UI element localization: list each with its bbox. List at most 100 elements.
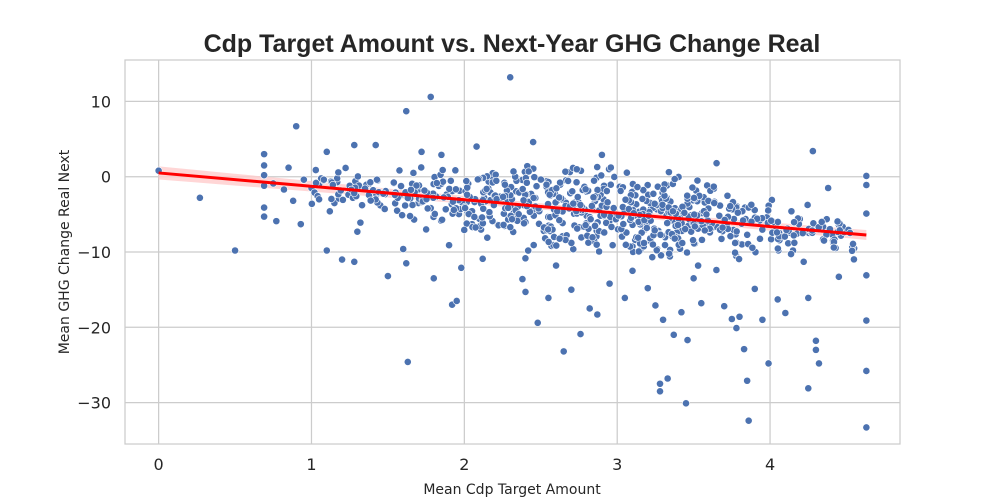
scatter-point [555,234,564,243]
data-points [154,73,871,432]
scatter-point [508,215,516,224]
scatter-point [350,141,359,149]
scatter-point [789,231,798,240]
scatter-point [479,204,488,213]
scatter-point [356,218,365,227]
scatter-point [790,238,799,247]
scatter-point [354,172,362,181]
scatter-point [690,222,699,231]
scatter-point [780,232,789,241]
scatter-point [452,297,461,305]
scatter-point [417,163,426,172]
scatter-point [561,167,570,176]
scatter-point [609,204,618,212]
scatter-point [619,220,628,228]
scatter-point [529,241,538,249]
scatter-point [322,147,331,156]
scatter-point [460,226,469,234]
scatter-point [322,246,331,255]
scatter-point [649,189,658,198]
scatter-point [693,176,702,185]
scatter-point [587,202,596,210]
scatter-point [280,185,288,194]
scatter-point [689,236,697,245]
scatter-point [648,253,657,262]
scatter-point [552,241,561,250]
scatter-point [472,142,481,151]
scatter-point [353,227,362,236]
scatter-point [338,195,347,204]
scatter-point [682,399,690,408]
scatter-point [862,316,871,325]
scatter-point [499,220,508,229]
scatter-point [299,175,308,184]
scatter-point [524,246,533,255]
scatter-point [311,166,320,174]
scatter-point [600,228,609,237]
scatter-point [862,181,871,189]
scatter-point [544,225,553,234]
scatter-point [656,387,664,396]
scatter-point [585,304,594,313]
scatter-point [597,171,606,180]
scatter-point [602,218,611,227]
scatter-point [572,165,581,174]
scatter-point [569,199,578,208]
scatter-point [690,210,699,219]
scatter-point [397,182,405,190]
regression-line-group [158,171,867,237]
x-tick-label: 4 [765,455,775,474]
scatter-point [315,195,323,204]
scatter-point [591,221,599,230]
scatter-point [598,150,606,159]
scatter-point [398,211,407,220]
scatter-point [529,138,538,146]
scatter-point [700,226,709,235]
scatter-point [670,175,679,183]
scatter-point [389,178,398,187]
scatter-point [289,196,298,205]
scatter-point [726,232,735,241]
scatter-point [674,221,682,229]
scatter-point [812,336,820,345]
scatter-point [638,195,647,203]
scatter-point [196,193,204,202]
scatter-point [773,295,782,304]
scatter-point [470,213,479,221]
scatter-point [697,299,706,308]
scatter-point [520,219,528,228]
scatter-point [445,241,453,250]
scatter-point [781,309,790,317]
scatter-point [803,201,812,209]
scatter-point [514,210,523,219]
y-tick-label: 10 [91,92,111,111]
scatter-point [462,177,471,186]
scatter-point [564,176,572,185]
scatter-point [260,212,269,221]
scatter-point [555,193,564,202]
scatter-point [409,169,418,177]
scatter-point [767,235,776,244]
scatter-point [640,239,648,247]
scatter-point [689,274,698,283]
scatter-point [698,235,706,244]
scatter-point [429,274,438,283]
scatter-point [628,266,637,275]
scatter-point [643,284,652,293]
scatter-point [473,175,482,184]
scatter-point [522,178,531,187]
scatter-point [559,347,568,356]
scatter-point [723,191,732,200]
scatter-point [586,215,595,224]
scatter-point [420,186,429,195]
scatter-point [651,301,660,310]
scatter-point [634,247,643,256]
y-tick-label: −20 [77,318,111,337]
scatter-point [407,185,415,194]
scatter-point [740,345,748,354]
scatter-point [862,172,871,180]
scatter-point [399,245,408,253]
scatter-point [260,161,269,170]
scatter-point [384,272,392,280]
